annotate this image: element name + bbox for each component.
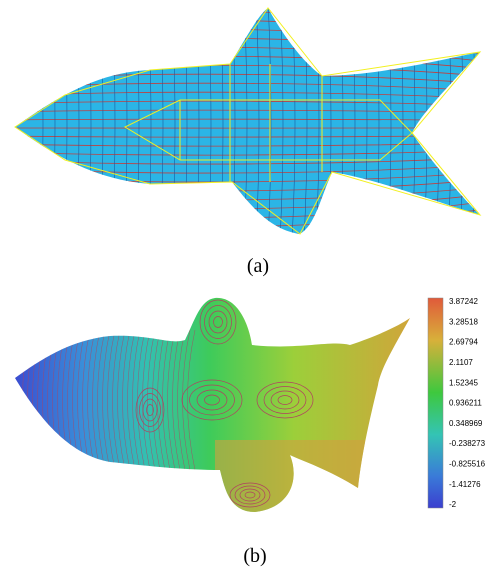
- mesh-line: [279, 8, 284, 234]
- contour: [189, 384, 235, 416]
- contour: [146, 404, 154, 416]
- colorbar-tick-label: 0.936211: [449, 399, 482, 408]
- mesh-line: [15, 221, 480, 234]
- contour: [135, 387, 165, 433]
- contour: [213, 316, 223, 328]
- colorbar-tick-label: -0.825516: [449, 460, 486, 469]
- colorbar-tick-label: 1.52345: [449, 378, 478, 387]
- field-panel: [15, 297, 410, 512]
- contour-lines: [22, 299, 314, 508]
- contour: [152, 329, 161, 471]
- field-fill: [215, 440, 365, 512]
- contour: [142, 398, 158, 422]
- mesh-line: [423, 8, 428, 234]
- mesh-line: [15, 213, 480, 234]
- contour: [277, 395, 293, 405]
- contour: [270, 390, 300, 410]
- contour: [97, 329, 106, 471]
- contour: [208, 310, 228, 334]
- contour: [112, 329, 121, 471]
- contour: [239, 488, 261, 502]
- mesh-line: [15, 206, 480, 228]
- colorbar-ticks: 3.87242 3.28518 2.69794 2.1107 1.52345 0.9362…: [449, 297, 486, 509]
- contour: [187, 329, 196, 471]
- contour: [204, 394, 220, 406]
- contour: [157, 329, 166, 471]
- contour: [142, 329, 151, 471]
- contour: [256, 381, 314, 419]
- colorbar-tick-label: -1.41276: [449, 480, 481, 489]
- contour: [162, 329, 171, 471]
- mesh-line: [471, 8, 476, 234]
- mesh-line: [15, 8, 480, 21]
- caption: (a): [247, 255, 269, 277]
- colorbar-tick-label: 3.28518: [449, 317, 478, 326]
- colorbar-tick-label: 2.1107: [449, 358, 473, 367]
- contour: [132, 329, 141, 471]
- contour: [182, 329, 191, 471]
- control-polygon: [14, 7, 482, 235]
- colorbar-tick-label: -0.238273: [449, 439, 486, 448]
- contour: [199, 299, 237, 345]
- contour: [181, 379, 243, 421]
- contour: [22, 329, 31, 471]
- colorbar-tick-label: 0.348969: [449, 419, 483, 428]
- contour: [147, 329, 156, 471]
- contour: [204, 305, 232, 339]
- contour: [234, 485, 266, 505]
- contour: [229, 482, 271, 508]
- contour: [127, 329, 136, 471]
- mesh-line: [435, 8, 440, 234]
- mesh-line: [267, 8, 272, 234]
- contour: [137, 329, 146, 471]
- contour: [172, 329, 181, 471]
- colorbar-tick-label: -2: [449, 500, 457, 509]
- colorbar-tick-label: 3.87242: [449, 297, 478, 306]
- mesh-line: [15, 8, 480, 28]
- contour: [139, 393, 161, 427]
- colorbar: [427, 297, 444, 509]
- contour: [167, 329, 176, 471]
- contour: [87, 329, 96, 471]
- mesh-line: [15, 10, 480, 35]
- contour: [107, 329, 116, 471]
- contour: [122, 329, 131, 471]
- contour: [117, 329, 126, 471]
- contour: [92, 329, 101, 471]
- mesh-panel: [14, 7, 482, 235]
- contour: [263, 386, 307, 414]
- contour: [102, 329, 111, 471]
- colorbar-tick-label: 2.69794: [449, 338, 478, 347]
- contour: [82, 329, 91, 471]
- contour: [244, 491, 256, 499]
- contour: [196, 389, 228, 411]
- contour: [177, 329, 186, 471]
- caption: (b): [243, 545, 266, 567]
